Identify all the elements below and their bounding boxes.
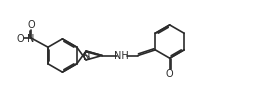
Text: O: O xyxy=(16,34,24,44)
Text: O: O xyxy=(166,68,174,78)
Text: N: N xyxy=(83,51,90,61)
Text: O: O xyxy=(27,20,35,30)
Text: NH: NH xyxy=(114,51,129,61)
Text: S: S xyxy=(84,51,90,61)
Text: N: N xyxy=(27,34,35,44)
